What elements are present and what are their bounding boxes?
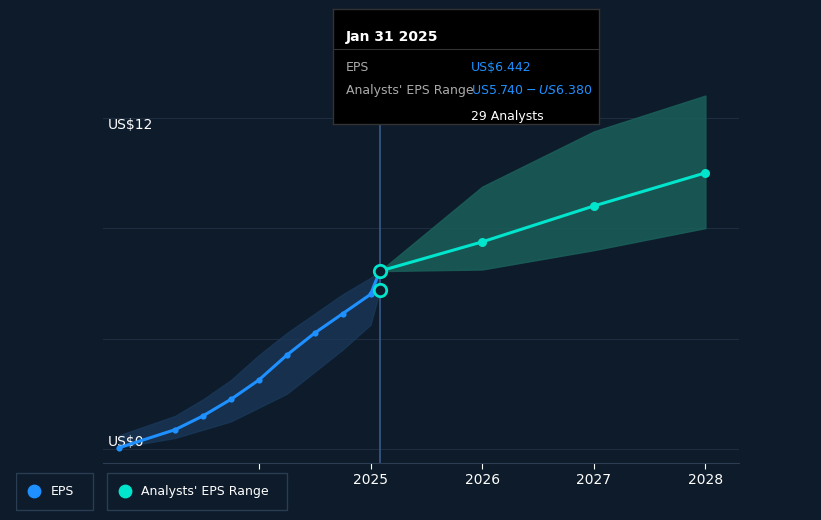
Point bbox=[364, 290, 377, 298]
Point bbox=[587, 202, 600, 210]
FancyBboxPatch shape bbox=[107, 473, 287, 510]
Point bbox=[280, 351, 293, 359]
Point bbox=[336, 309, 349, 318]
Text: Analysts' EPS Range: Analysts' EPS Range bbox=[140, 485, 268, 498]
Point bbox=[252, 376, 265, 384]
Point bbox=[475, 238, 488, 246]
Text: EPS: EPS bbox=[50, 485, 74, 498]
Point bbox=[118, 487, 131, 496]
Text: US$5.740 - US$6.380: US$5.740 - US$6.380 bbox=[471, 84, 593, 97]
Text: US$0: US$0 bbox=[108, 435, 144, 449]
Point bbox=[374, 287, 387, 295]
Text: Analysts' EPS Range: Analysts' EPS Range bbox=[346, 84, 474, 97]
Point bbox=[28, 487, 41, 496]
Point bbox=[699, 168, 712, 177]
Point bbox=[308, 329, 321, 337]
Text: US$6.442: US$6.442 bbox=[471, 61, 532, 74]
Text: 29 Analysts: 29 Analysts bbox=[471, 110, 544, 123]
Text: Jan 31 2025: Jan 31 2025 bbox=[346, 30, 438, 44]
Point bbox=[112, 444, 126, 452]
Point bbox=[196, 412, 209, 420]
Text: US$12: US$12 bbox=[108, 118, 154, 132]
Text: EPS: EPS bbox=[346, 61, 369, 74]
Text: Actual: Actual bbox=[335, 98, 374, 111]
FancyBboxPatch shape bbox=[16, 473, 94, 510]
Point bbox=[374, 267, 387, 275]
Text: Analysts Forecasts: Analysts Forecasts bbox=[385, 98, 502, 111]
Point bbox=[224, 395, 237, 404]
Point bbox=[168, 425, 181, 434]
